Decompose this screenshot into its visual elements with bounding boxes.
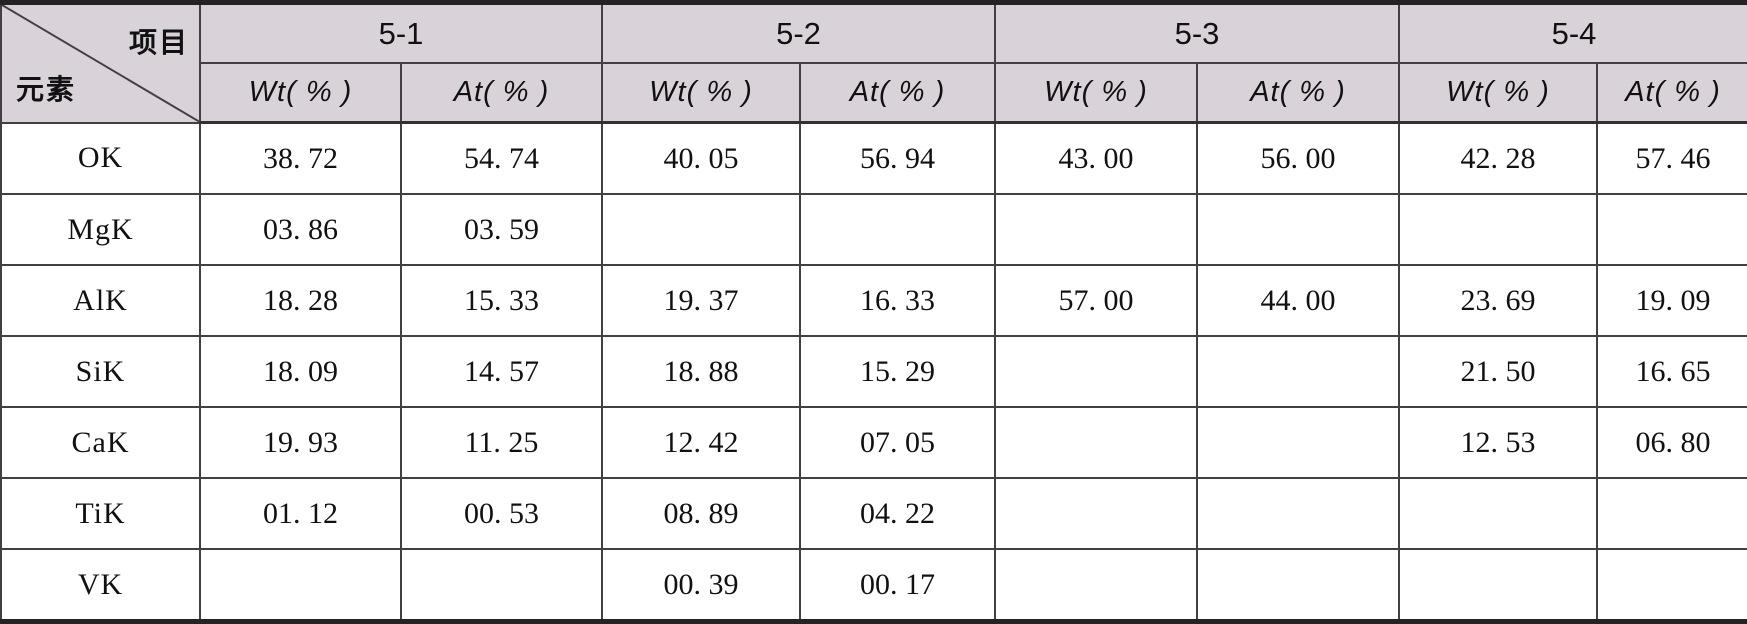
data-cell [1196,406,1400,479]
element-label: AlK [0,264,201,337]
data-cell: 16. 33 [799,264,996,337]
data-cell: 57. 46 [1596,121,1747,195]
data-cell [1398,193,1598,266]
data-cell: 04. 22 [799,477,996,550]
data-cell: 43. 00 [994,121,1198,195]
data-cell: 01. 12 [199,477,402,550]
data-cell [994,548,1198,623]
element-label: TiK [0,477,201,550]
table-row-sik: SiK 18. 09 14. 57 18. 88 15. 29 21. 50 1… [0,335,1747,408]
data-cell: 08. 89 [601,477,801,550]
data-cell: 19. 37 [601,264,801,337]
data-cell: 18. 88 [601,335,801,408]
table-row-ok: OK 38. 72 54. 74 40. 05 56. 94 43. 00 56… [0,121,1747,195]
group-header-5-2: 5-2 [601,1,996,64]
data-cell: 15. 29 [799,335,996,408]
data-cell: 14. 57 [400,335,603,408]
data-cell: 07. 05 [799,406,996,479]
data-cell: 21. 50 [1398,335,1598,408]
data-cell [994,193,1198,266]
data-cell: 06. 80 [1596,406,1747,479]
data-cell [1596,193,1747,266]
table-row-mgk: MgK 03. 86 03. 59 [0,193,1747,266]
data-cell: 12. 53 [1398,406,1598,479]
data-cell: 16. 65 [1596,335,1747,408]
data-cell [994,406,1198,479]
group-header-5-3: 5-3 [994,1,1400,64]
data-cell: 18. 28 [199,264,402,337]
data-cell [400,548,603,623]
sub-header-at-2: At( % ) [799,62,996,124]
diagonal-divider-line [3,5,198,121]
element-label: CaK [0,406,201,479]
element-label: SiK [0,335,201,408]
group-header-row: 项目 元素 5-1 5-2 5-3 5-4 [0,1,1747,124]
corner-header-cell: 项目 元素 [0,1,201,124]
data-cell: 00. 53 [400,477,603,550]
data-cell: 12. 42 [601,406,801,479]
data-cell [1196,335,1400,408]
data-cell: 56. 00 [1196,121,1400,195]
data-cell: 19. 93 [199,406,402,479]
element-label: MgK [0,193,201,266]
data-cell [1196,548,1400,623]
data-cell [1596,477,1747,550]
sub-header-row: Wt( % ) At( % ) Wt( % ) At( % ) Wt( % ) … [1,62,1747,124]
data-cell: 57. 00 [994,264,1198,337]
corner-label-element: 元素 [16,73,77,105]
element-label: OK [0,121,201,195]
table-row-vk: VK 00. 39 00. 17 [0,548,1747,623]
data-cell [994,335,1198,408]
group-header-5-4: 5-4 [1398,1,1747,64]
data-cell: 40. 05 [601,121,801,195]
data-cell: 00. 17 [799,548,996,623]
data-cell [601,193,801,266]
data-cell [1196,477,1400,550]
data-cell: 18. 09 [199,335,402,408]
data-cell: 15. 33 [400,264,603,337]
data-cell: 23. 69 [1398,264,1598,337]
sub-header-at-4: At( % ) [1596,62,1747,124]
sub-header-wt-2: Wt( % ) [601,62,801,124]
sub-header-wt-1: Wt( % ) [199,62,402,124]
data-cell: 56. 94 [799,121,996,195]
data-cell [1196,193,1400,266]
data-cell: 03. 59 [400,193,603,266]
table-row-cak: CaK 19. 93 11. 25 12. 42 07. 05 12. 53 0… [0,406,1747,479]
data-cell [1596,548,1747,623]
data-cell: 19. 09 [1596,264,1747,337]
data-cell: 42. 28 [1398,121,1598,195]
data-cell [1398,477,1598,550]
table-row-tik: TiK 01. 12 00. 53 08. 89 04. 22 [0,477,1747,550]
data-cell: 38. 72 [199,121,402,195]
corner-label-item: 项目 [128,27,189,58]
data-cell [799,193,996,266]
sub-header-at-3: At( % ) [1196,62,1400,124]
data-cell: 03. 86 [199,193,402,266]
data-cell: 00. 39 [601,548,801,623]
sub-header-wt-3: Wt( % ) [994,62,1198,124]
data-cell: 11. 25 [400,406,603,479]
data-cell [199,548,402,623]
data-cell [1398,548,1598,623]
group-header-5-1: 5-1 [199,1,603,64]
element-label: VK [0,548,201,623]
data-cell: 44. 00 [1196,264,1400,337]
data-cell: 54. 74 [400,121,603,195]
data-cell [994,477,1198,550]
table-row-alk: AlK 18. 28 15. 33 19. 37 16. 33 57. 00 4… [0,264,1747,337]
sub-header-at-1: At( % ) [400,62,603,124]
sub-header-wt-4: Wt( % ) [1398,62,1598,124]
